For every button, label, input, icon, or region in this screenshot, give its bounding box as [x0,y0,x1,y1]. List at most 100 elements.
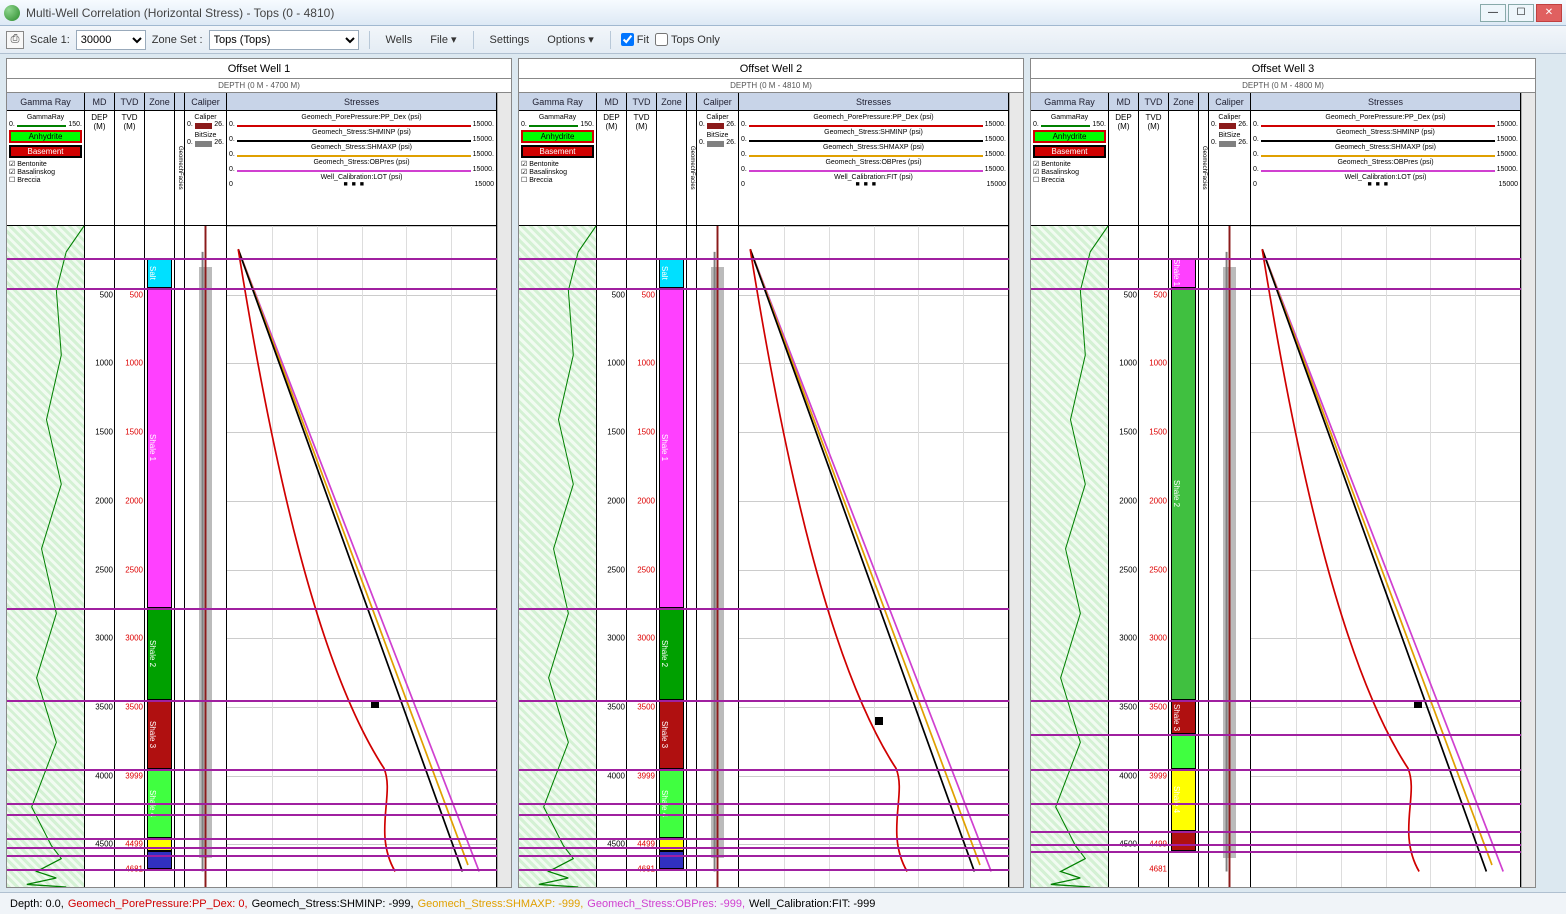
track-header-geo[interactable] [175,93,185,110]
legend-gamma-ray[interactable]: GammaRay 0.150. Anhydrite Basement ☑ Ben… [7,111,85,225]
top-line[interactable] [519,608,1009,610]
top-line[interactable] [7,769,497,771]
track-header-zone[interactable]: Zone [657,93,687,110]
track-zone[interactable]: SaltShale 1Shale 2Shale 3Shale 4 [657,226,687,887]
top-line[interactable] [7,814,497,816]
track-header-geo[interactable] [1199,93,1209,110]
top-line[interactable] [7,869,497,871]
top-line[interactable] [1031,803,1521,805]
track-md[interactable]: 50010001500200025003000350040004500 [85,226,115,887]
track-stresses[interactable] [739,226,1009,887]
track-caliper[interactable] [1209,226,1251,887]
track-gamma-ray[interactable] [519,226,597,887]
log-body[interactable]: 5001000150020002500300035004000450050010… [519,226,1009,887]
track-header-str[interactable]: Stresses [227,93,497,110]
track-header-str[interactable]: Stresses [1251,93,1521,110]
legend-gamma-ray[interactable]: GammaRay 0.150. Anhydrite Basement ☑ Ben… [1031,111,1109,225]
scrollbar-v[interactable] [1009,226,1023,887]
legend-gamma-ray[interactable]: GammaRay 0.150. Anhydrite Basement ☑ Ben… [519,111,597,225]
top-line[interactable] [7,838,497,840]
scale-select[interactable]: 30000 [76,30,146,50]
track-gamma-ray[interactable] [1031,226,1109,887]
top-line[interactable] [519,869,1009,871]
track-gamma-ray[interactable] [7,226,85,887]
track-caliper[interactable] [185,226,227,887]
top-line[interactable] [7,700,497,702]
top-line[interactable] [519,847,1009,849]
top-line[interactable] [519,769,1009,771]
zoneset-select[interactable]: Tops (Tops) [209,30,359,50]
track-geofacies[interactable] [175,226,185,887]
top-line[interactable] [519,855,1009,857]
track-header-tvd[interactable]: TVD [115,93,145,110]
scrollbar-v[interactable] [497,111,511,226]
fit-checkbox[interactable] [621,33,634,46]
top-line[interactable] [1031,769,1521,771]
top-line[interactable] [7,608,497,610]
track-geofacies[interactable] [1199,226,1209,887]
track-zone[interactable]: SaltShale 1Shale 2Shale 3Shale 4 [145,226,175,887]
top-line[interactable] [1031,700,1521,702]
top-line[interactable] [519,803,1009,805]
track-header-zone[interactable]: Zone [145,93,175,110]
log-body[interactable]: 5001000150020002500300035004000450050010… [7,226,497,887]
track-header-gr[interactable]: Gamma Ray [1031,93,1109,110]
scrollbar-v[interactable] [497,93,511,111]
top-line[interactable] [7,855,497,857]
track-caliper[interactable] [697,226,739,887]
track-header-md[interactable]: MD [597,93,627,110]
scrollbar-v[interactable] [1521,226,1535,887]
calibration-marker[interactable] [875,717,883,725]
print-icon[interactable]: ⎙ [6,31,24,49]
scrollbar-v[interactable] [1521,111,1535,226]
track-stresses[interactable] [227,226,497,887]
top-line[interactable] [1031,734,1521,736]
track-tvd[interactable]: 500100015002000250030003500399944994681 [1139,226,1169,887]
track-header-gr[interactable]: Gamma Ray [7,93,85,110]
scrollbar-v[interactable] [1009,111,1023,226]
track-header-tvd[interactable]: TVD [1139,93,1169,110]
track-header-zone[interactable]: Zone [1169,93,1199,110]
track-header-md[interactable]: MD [85,93,115,110]
scrollbar-v[interactable] [497,226,511,887]
track-header-cal[interactable]: Caliper [1209,93,1251,110]
track-zone[interactable]: Shale 1Shale 2Shale 3Shale 4 [1169,226,1199,887]
scrollbar-v[interactable] [1521,93,1535,111]
close-button[interactable]: ✕ [1536,4,1562,22]
top-line[interactable] [7,258,497,260]
track-header-md[interactable]: MD [1109,93,1139,110]
track-header-geo[interactable] [687,93,697,110]
maximize-button[interactable]: ☐ [1508,4,1534,22]
log-body[interactable]: 5001000150020002500300035004000450050010… [1031,226,1521,887]
minimize-button[interactable]: — [1480,4,1506,22]
top-line[interactable] [7,847,497,849]
topsonly-checkbox-label[interactable]: Tops Only [655,33,720,46]
track-tvd[interactable]: 500100015002000250030003500399944994681 [627,226,657,887]
top-line[interactable] [519,288,1009,290]
fit-checkbox-label[interactable]: Fit [621,33,649,46]
track-header-tvd[interactable]: TVD [627,93,657,110]
track-header-str[interactable]: Stresses [739,93,1009,110]
top-line[interactable] [519,258,1009,260]
menu-wells[interactable]: Wells [380,32,419,48]
track-tvd[interactable]: 500100015002000250030003500399944994681 [115,226,145,887]
topsonly-checkbox[interactable] [655,33,668,46]
menu-options[interactable]: Options ▾ [541,31,600,48]
track-geofacies[interactable] [687,226,697,887]
track-header-cal[interactable]: Caliper [697,93,739,110]
top-line[interactable] [1031,844,1521,846]
track-md[interactable]: 50010001500200025003000350040004500 [597,226,627,887]
menu-file[interactable]: File ▾ [424,31,462,48]
top-line[interactable] [519,838,1009,840]
track-stresses[interactable] [1251,226,1521,887]
track-header-cal[interactable]: Caliper [185,93,227,110]
top-line[interactable] [1031,831,1521,833]
scrollbar-v[interactable] [1009,93,1023,111]
top-line[interactable] [1031,288,1521,290]
top-line[interactable] [1031,258,1521,260]
top-line[interactable] [519,814,1009,816]
menu-settings[interactable]: Settings [484,32,536,48]
top-line[interactable] [1031,851,1521,853]
top-line[interactable] [7,288,497,290]
track-header-gr[interactable]: Gamma Ray [519,93,597,110]
